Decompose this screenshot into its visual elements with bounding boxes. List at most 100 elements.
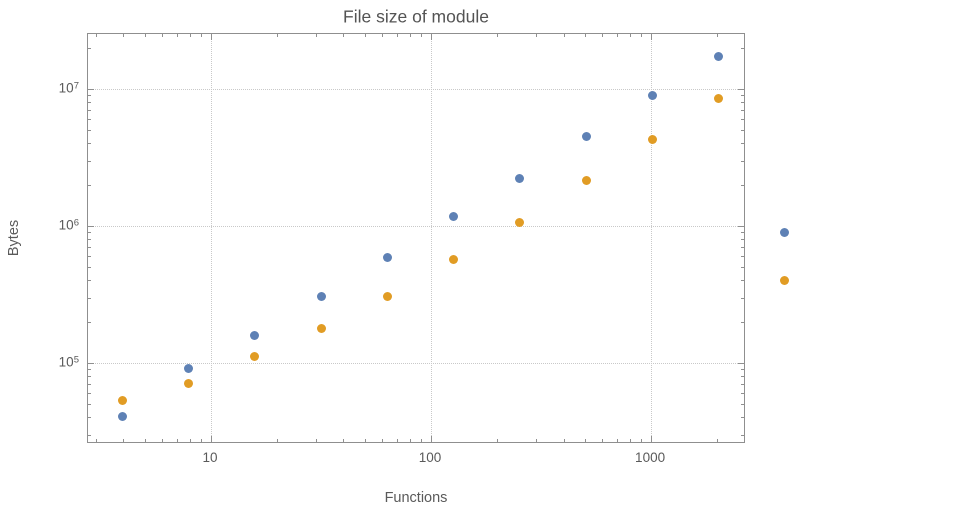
- x-tick-top: [162, 34, 164, 37]
- y-tick-left: [88, 376, 91, 378]
- x-tick-bottom: [95, 439, 97, 442]
- data-point-blue: [250, 331, 260, 341]
- data-point-orange: [184, 378, 194, 388]
- x-axis-label: Functions: [384, 490, 448, 506]
- x-tick-top: [176, 34, 178, 37]
- y-tick-right: [741, 280, 744, 282]
- x-tick-top: [629, 34, 631, 37]
- data-point-orange: [117, 396, 127, 406]
- gridline-vertical: [651, 34, 653, 442]
- y-tick-right: [741, 267, 744, 269]
- y-tick-label: 105: [58, 354, 79, 370]
- x-tick-top: [211, 34, 213, 40]
- x-tick-top: [200, 34, 202, 37]
- y-tick-left: [88, 232, 91, 234]
- x-tick-top: [431, 34, 433, 40]
- x-tick-top: [420, 34, 422, 37]
- y-tick-left: [88, 434, 91, 436]
- y-tick-left: [88, 239, 91, 241]
- y-tick-left: [88, 256, 91, 258]
- y-tick-left: [88, 393, 91, 395]
- x-tick-bottom: [617, 439, 618, 442]
- x-tick-top: [189, 34, 191, 37]
- y-tick-right: [738, 88, 744, 90]
- x-tick-bottom: [717, 439, 719, 442]
- x-tick-bottom: [431, 436, 433, 442]
- y-tick-right: [741, 434, 744, 436]
- y-tick-right: [741, 95, 744, 97]
- x-tick-bottom: [343, 439, 345, 442]
- y-tick-left: [88, 362, 94, 364]
- data-point-orange: [316, 324, 326, 334]
- y-tick-right: [738, 225, 744, 227]
- y-tick-left: [88, 95, 91, 97]
- gridline-horizontal: [88, 88, 744, 90]
- x-tick-top: [316, 34, 317, 37]
- data-point-blue: [581, 132, 591, 142]
- x-tick-top: [396, 34, 398, 37]
- data-point-orange: [250, 351, 260, 361]
- y-tick-left: [88, 321, 91, 323]
- y-tick-left: [88, 130, 91, 132]
- x-tick-top: [409, 34, 411, 37]
- y-tick-left: [88, 225, 94, 227]
- x-tick-bottom: [189, 439, 191, 442]
- x-tick-bottom: [176, 439, 178, 442]
- y-tick-right: [741, 321, 744, 323]
- data-point-blue: [714, 51, 724, 61]
- y-tick-right: [741, 417, 744, 419]
- data-point-blue: [647, 91, 657, 101]
- data-point-blue: [780, 228, 790, 238]
- y-tick-label: 106: [58, 217, 79, 233]
- x-tick-label: 100: [418, 450, 442, 465]
- y-tick-right: [741, 369, 744, 371]
- y-tick-right: [741, 130, 744, 132]
- x-tick-bottom: [629, 439, 631, 442]
- y-tick-left: [88, 404, 91, 406]
- y-tick-left: [88, 102, 91, 104]
- gridline-vertical: [431, 34, 433, 442]
- x-tick-bottom: [420, 439, 422, 442]
- y-tick-right: [741, 384, 744, 386]
- data-point-orange: [647, 135, 657, 145]
- x-tick-bottom: [162, 439, 164, 442]
- data-point-orange: [449, 254, 459, 264]
- y-tick-right: [741, 110, 744, 112]
- y-tick-left: [88, 119, 91, 121]
- gridline-horizontal: [88, 362, 744, 364]
- data-point-blue: [515, 173, 525, 183]
- y-tick-right: [741, 184, 744, 186]
- x-tick-top: [641, 34, 643, 37]
- y-tick-right: [738, 362, 744, 364]
- y-tick-left: [88, 417, 91, 419]
- y-tick-left: [88, 47, 91, 49]
- y-tick-left: [88, 247, 91, 249]
- y-tick-right: [741, 143, 744, 145]
- data-point-orange: [714, 93, 724, 103]
- y-tick-left: [88, 88, 94, 90]
- data-point-blue: [184, 363, 194, 373]
- x-tick-bottom: [584, 439, 586, 442]
- data-point-blue: [117, 411, 127, 421]
- data-point-blue: [449, 212, 459, 222]
- x-tick-bottom: [409, 439, 411, 442]
- x-tick-top: [95, 34, 97, 37]
- x-tick-top: [123, 34, 125, 37]
- x-tick-bottom: [651, 436, 653, 442]
- x-tick-bottom: [382, 439, 384, 442]
- x-tick-bottom: [200, 439, 202, 442]
- y-tick-right: [741, 47, 744, 49]
- x-tick-top: [617, 34, 618, 37]
- x-tick-bottom: [316, 439, 317, 442]
- data-point-blue: [316, 292, 326, 302]
- x-tick-top: [651, 34, 653, 40]
- x-tick-bottom: [364, 439, 366, 442]
- chart-title: File size of module: [343, 6, 489, 27]
- y-tick-left: [88, 160, 91, 162]
- x-tick-bottom: [602, 439, 604, 442]
- y-tick-left: [88, 280, 91, 282]
- data-point-orange: [581, 176, 591, 186]
- y-tick-right: [741, 297, 744, 299]
- y-tick-right: [741, 232, 744, 234]
